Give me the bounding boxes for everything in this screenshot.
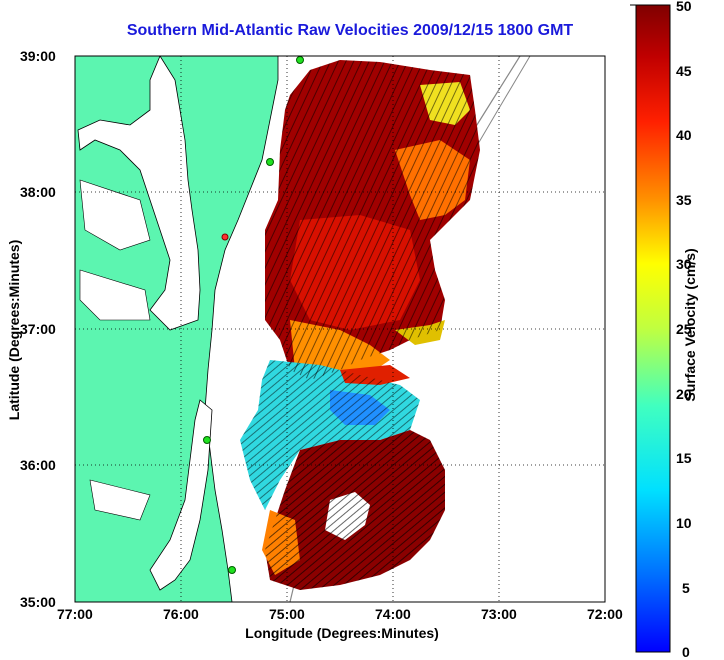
colorbar-tick: 10 (676, 515, 692, 531)
y-tick: 39:00 (20, 48, 56, 64)
colorbar-tick: 15 (676, 450, 692, 466)
river-c (89, 479, 151, 521)
plot-title: Southern Mid-Atlantic Raw Velocities 200… (126, 22, 574, 39)
station-marker (203, 436, 211, 444)
bay-water (77, 56, 201, 331)
colorbar-tick: 5 (682, 580, 690, 596)
station-marker (228, 566, 236, 574)
colorbar-label: Surface Velocity (cm/s) (682, 248, 698, 402)
grid-lines (75, 56, 605, 602)
y-tick: 35:00 (20, 594, 56, 610)
station-marker (296, 56, 304, 64)
colorbar-tick: 0 (682, 644, 690, 660)
river-a (79, 179, 151, 251)
colorbar (635, 4, 671, 653)
colorbar-tick: 40 (676, 127, 692, 143)
x-tick: 76:00 (163, 606, 199, 622)
y-tick: 37:00 (20, 321, 56, 337)
colorbar-tick: 50 (676, 0, 692, 14)
colorbar-tick: 20 (676, 386, 692, 402)
x-axis-label: Longitude (Degrees:Minutes) (245, 625, 439, 641)
y-axis-label: Latitude (Degrees:Minutes) (6, 239, 22, 421)
colorbar-tick: 35 (676, 192, 692, 208)
colorbar-tick: 45 (676, 63, 692, 79)
x-tick: 73:00 (481, 606, 517, 622)
x-tick: 72:00 (587, 606, 623, 622)
y-tick: 38:00 (20, 184, 56, 200)
river-b (79, 269, 151, 321)
station-marker (221, 233, 229, 241)
x-tick: 74:00 (375, 606, 411, 622)
x-tick: 77:00 (57, 606, 93, 622)
y-tick: 36:00 (20, 457, 56, 473)
colorbar-tick: 25 (676, 321, 692, 337)
x-tick: 75:00 (269, 606, 305, 622)
station-marker (266, 158, 274, 166)
colorbar-tick: 30 (676, 256, 692, 272)
sound-water (149, 399, 213, 591)
